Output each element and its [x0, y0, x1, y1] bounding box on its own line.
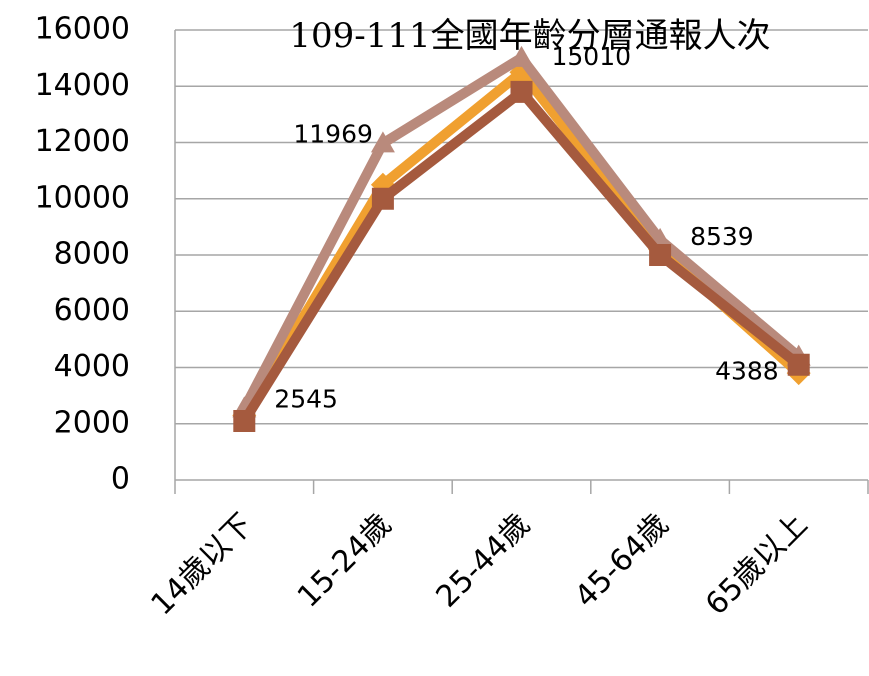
data-label: 4388: [715, 357, 779, 386]
y-tick-label: 10000: [35, 180, 130, 215]
y-tick-label: 0: [111, 462, 130, 497]
point-marker: [787, 353, 810, 376]
y-tick-label: 2000: [54, 405, 130, 440]
point-marker: [649, 244, 672, 266]
y-tick-label: 12000: [35, 124, 130, 159]
x-tick-label: 14歲以下: [145, 507, 260, 622]
y-tick-label: 16000: [35, 12, 130, 47]
y-tick-label: 4000: [54, 349, 130, 384]
data-label: 8539: [690, 222, 754, 251]
data-label: 2545: [274, 384, 338, 413]
point-marker: [370, 131, 395, 153]
chart-title: 109-111全國年齡分層通報人次: [289, 16, 770, 56]
point-marker: [371, 187, 394, 210]
data-label: 15010: [552, 42, 632, 71]
x-tick-label: 65歲以上: [699, 507, 814, 622]
x-tick-label: 45-64歲: [568, 507, 676, 615]
point-marker: [509, 45, 534, 67]
point-marker: [510, 80, 533, 103]
point-marker: [233, 409, 256, 432]
x-tick-label: 25-44歲: [430, 507, 538, 615]
x-tick-label: 15-24歲: [291, 507, 399, 615]
data-label: 11969: [293, 119, 373, 148]
y-tick-label: 14000: [35, 68, 130, 103]
y-tick-label: 8000: [54, 237, 130, 272]
y-tick-label: 6000: [54, 293, 130, 328]
